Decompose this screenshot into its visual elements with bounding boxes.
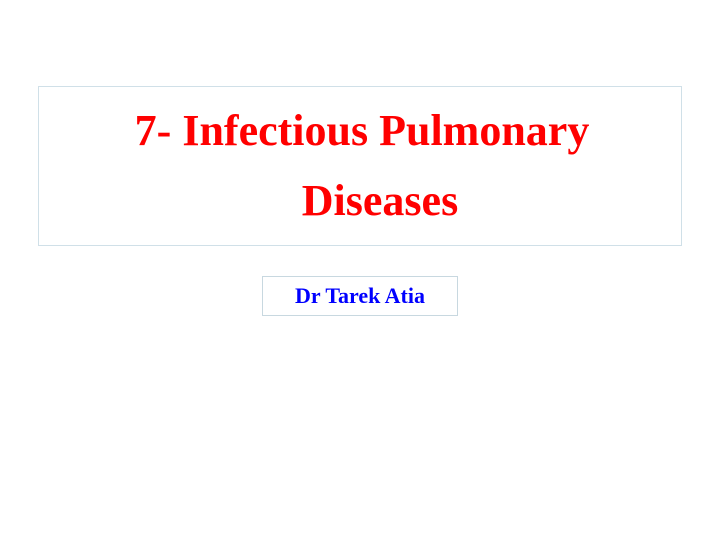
title-line-2: Diseases <box>59 166 661 236</box>
author-name: Dr Tarek Atia <box>295 283 425 309</box>
title-line-1: 7- Infectious Pulmonary <box>59 96 661 166</box>
author-container: Dr Tarek Atia <box>262 276 458 316</box>
title-container: 7- Infectious Pulmonary Diseases <box>38 86 682 246</box>
